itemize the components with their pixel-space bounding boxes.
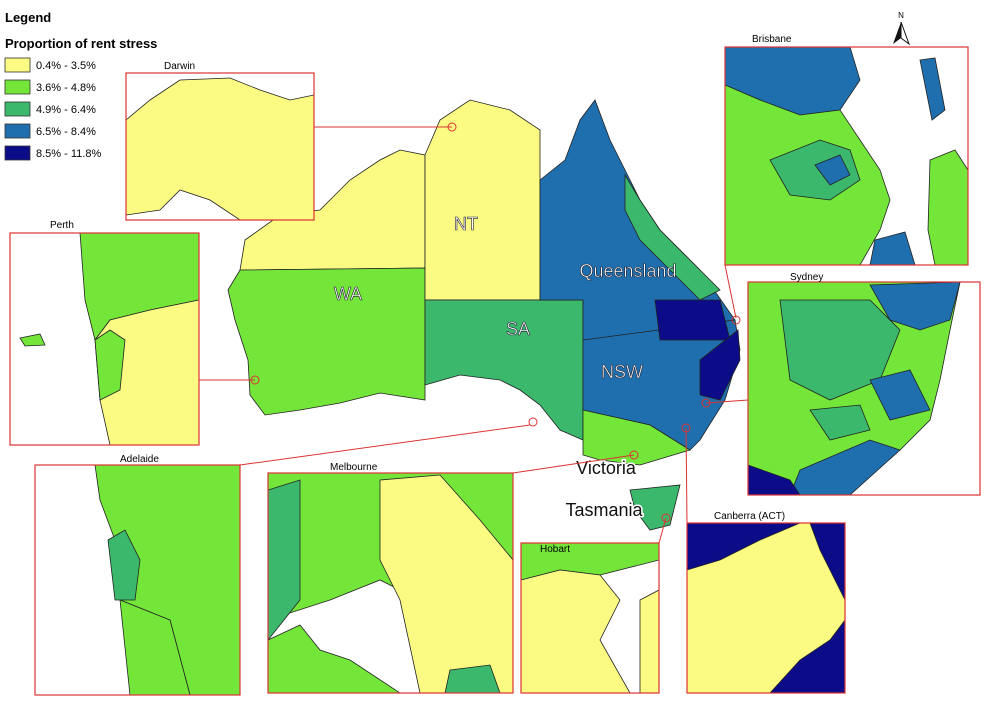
inset: Hobart [520,542,660,694]
inset-title: Sydney [790,272,823,283]
inset-title: Canberra (ACT) [714,511,785,522]
region [582,409,691,466]
region-label: Queensland [579,261,676,281]
region [748,464,801,495]
inset: Canberra (ACT) [686,511,846,694]
legend-label: 3.6% - 4.8% [36,82,96,94]
region-label: Tasmania [565,500,643,520]
region [126,77,314,220]
inset: Melbourne [267,462,514,694]
region-label: SA [506,319,530,339]
region [624,173,721,301]
legend-swatch [4,123,31,139]
region [94,299,199,445]
region [869,231,916,265]
legend: 0.4% - 3.5% 3.6% - 4.8% 4.9% - 6.4% 6.5% - … [4,57,101,161]
north-label: N [898,11,904,20]
region [424,299,584,441]
region [19,333,46,347]
inset: Darwin [125,61,315,221]
region [809,523,845,601]
region [107,529,141,601]
region-label: NT [454,214,478,234]
inset-title: Darwin [164,61,195,72]
region [809,404,871,441]
legend-swatch [4,79,31,95]
region [629,484,681,531]
region [424,99,541,301]
legend-label: 8.5% - 11.8% [36,148,101,160]
region-label: WA [334,284,362,304]
region [227,267,426,416]
legend-label: 4.9% - 6.4% [36,104,96,116]
region [444,664,501,693]
region [521,569,631,693]
inset: Brisbane [724,34,969,266]
region-labels: WA NT SA Queensland NSW Victoria Tasmani… [334,214,677,522]
region [268,479,301,641]
inset-title: Perth [50,220,74,231]
inset-title: Hobart [540,544,570,555]
region [927,149,968,265]
legend-swatch [4,57,31,73]
inset: Sydney [747,272,981,496]
inset: Adelaide [34,454,241,696]
region [769,619,845,693]
region [687,523,801,571]
region [814,154,851,186]
legend-label: 0.4% - 3.5% [36,60,96,72]
region-label: Victoria [576,458,637,478]
region [919,57,946,121]
legend-label: 6.5% - 8.4% [36,126,96,138]
region [699,329,741,401]
inset-title: Melbourne [330,462,378,473]
region [119,599,191,695]
inset-title: Brisbane [752,34,792,45]
region [639,589,659,693]
inset-title: Adelaide [120,454,159,465]
mainland [227,99,741,531]
region [654,299,731,341]
region [769,139,861,201]
region [869,369,931,421]
legend-subtitle: Proportion of rent stress [5,36,157,51]
region-label: NSW [601,362,643,382]
legend-swatch [4,145,31,161]
inset: Perth [9,220,200,446]
legend-swatch [4,101,31,117]
north-arrow: N [893,11,911,46]
region [94,329,126,401]
legend-title: Legend [5,10,51,25]
region [379,474,513,693]
region [268,624,401,693]
connectors [199,122,749,544]
